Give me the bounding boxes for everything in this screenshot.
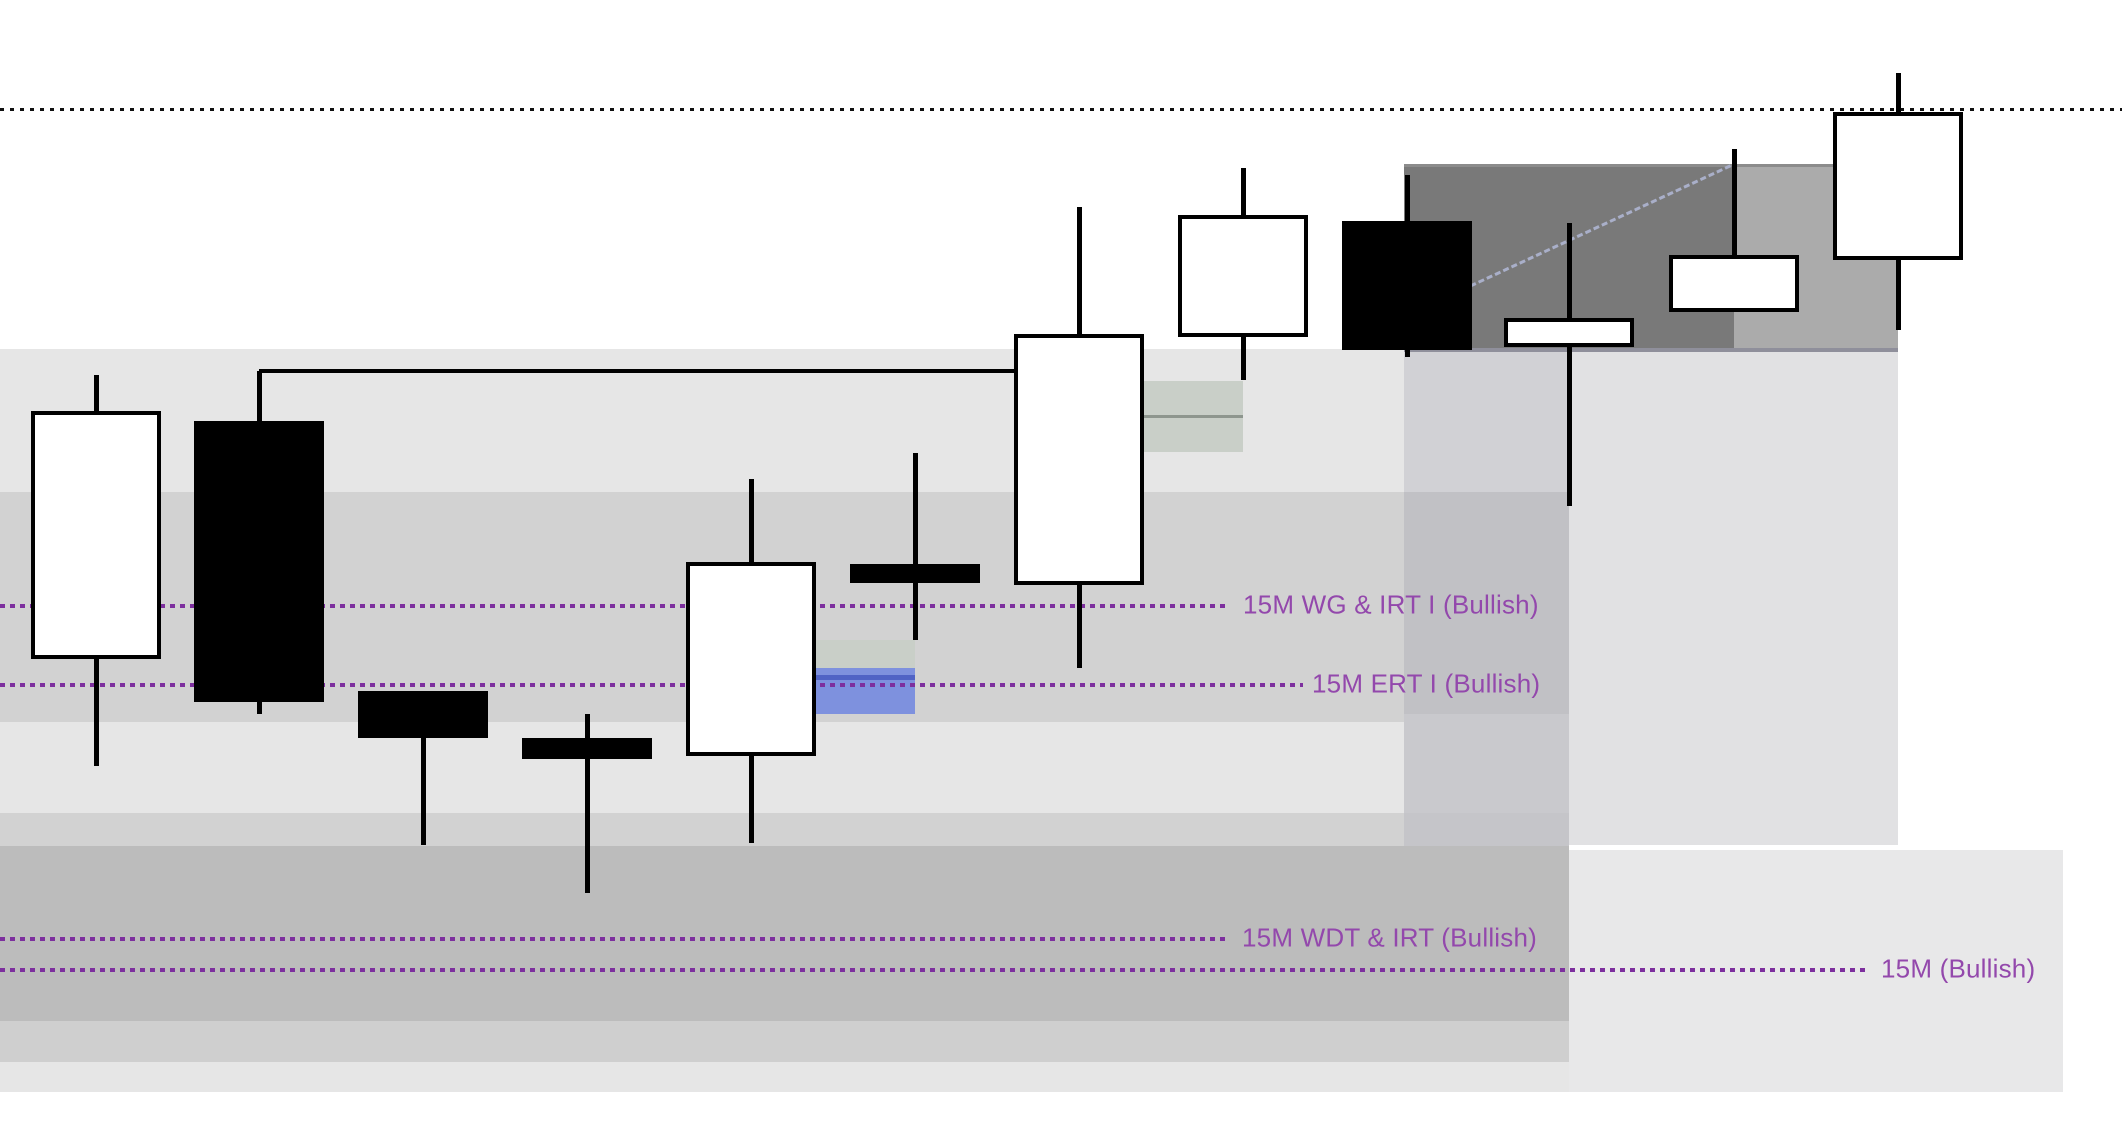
level-label-3: 15M WDT & IRT (Bullish) <box>1242 922 1537 953</box>
candle-11-body-bullish <box>1669 255 1799 312</box>
candle-11-wick <box>1732 149 1737 312</box>
candle-4-body-bearish <box>522 738 652 759</box>
box-order-block-bottom-edge <box>1404 348 1898 352</box>
zone-fvg-green-upper-divider <box>1142 415 1243 418</box>
candle-9-body-bearish <box>1342 221 1472 350</box>
zone-band-band-f <box>0 1021 1569 1062</box>
candle-1-body-bullish <box>31 411 161 659</box>
level-label-4: 15M (Bullish) <box>1881 953 2036 984</box>
zone-fvg-green-lower <box>815 640 915 668</box>
zone-band-band-d <box>0 813 1404 846</box>
zone-band-band-e <box>0 846 1569 1021</box>
candle-10-wick <box>1567 223 1572 506</box>
level-label-2: 15M ERT I (Bullish) <box>1312 668 1541 699</box>
level-dotted-line-2 <box>0 683 1303 687</box>
box-order-block-top-edge <box>1404 164 1898 167</box>
zone-band-band-g <box>0 1062 1569 1092</box>
candle-2-body-bearish <box>194 421 324 702</box>
candle-5-body-bullish <box>686 562 816 756</box>
candle-7-body-bullish <box>1014 334 1144 585</box>
level-label-1: 15M WG & IRT I (Bullish) <box>1243 589 1539 620</box>
zone-demand-blue-divider <box>815 675 915 680</box>
candle-8-body-bullish <box>1178 215 1308 337</box>
candle-3-body-bearish <box>358 691 488 738</box>
candle-4-wick <box>585 714 590 893</box>
zone-band-blue-col-4 <box>1404 813 1569 846</box>
level-dotted-line-1 <box>0 604 1228 608</box>
candle-3-wick <box>421 691 426 845</box>
candle-12-body-bullish <box>1833 112 1963 260</box>
zone-band-blue-col-2 <box>1404 492 1569 714</box>
candle-6-wick <box>913 453 918 640</box>
level-dotted-line-4 <box>0 968 1868 972</box>
candle-6-body-bearish <box>850 564 980 583</box>
zone-band-blue-col-1 <box>1404 351 1569 492</box>
high-connector-line <box>259 369 1014 373</box>
zone-band-light-column <box>1569 351 1898 845</box>
level-dotted-line-3 <box>0 937 1230 941</box>
zone-band-blue-col-3 <box>1404 714 1569 813</box>
top-dotted-line <box>0 108 2122 111</box>
candle-10-body-bullish <box>1504 318 1634 347</box>
